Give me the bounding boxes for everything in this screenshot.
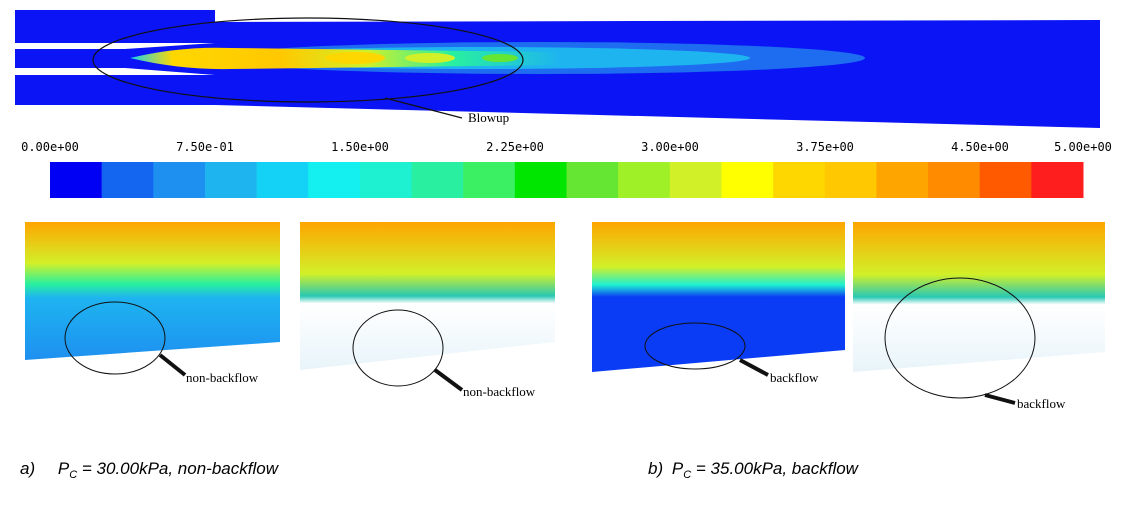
colorbar-swatch	[50, 162, 102, 198]
caption-text: = 35.00kPa, backflow	[691, 459, 860, 478]
colorbar-swatch	[463, 162, 515, 198]
colorbar-swatch	[257, 162, 309, 198]
panel-b-callout: non-backflow	[463, 384, 536, 399]
panel-d-callout: backflow	[1017, 396, 1066, 411]
caption-b: b) PC = 35.00kPa, backflow	[648, 459, 860, 481]
caption-label: b)	[648, 459, 663, 478]
colorbar-swatch	[618, 162, 670, 198]
colorbar-swatch	[515, 162, 567, 198]
panel-c-callout: backflow	[770, 370, 819, 385]
colorbar-label: 3.75e+00	[796, 140, 854, 154]
panel-d-vectors	[853, 222, 1105, 403]
panel-a-callout: non-backflow	[186, 370, 259, 385]
caption-subscript: C	[683, 469, 691, 481]
panel-a-contour	[25, 222, 280, 375]
colorbar-label: 2.25e+00	[486, 140, 544, 154]
figure: Blowup 0.00e+00 7.50e-01 1.50e+00 2.25e+00 3…	[0, 0, 1126, 506]
colorbar-swatch	[308, 162, 360, 198]
colorbar-swatch	[670, 162, 722, 198]
caption-symbol: P	[58, 459, 70, 478]
caption-a: a) PC = 30.00kPa, non-backflow	[20, 459, 280, 481]
caption-symbol: P	[672, 459, 684, 478]
nozzle-contour	[15, 10, 1100, 128]
caption-text: = 30.00kPa, non-backflow	[77, 459, 280, 478]
colorbar-label: 0.00e+00	[21, 140, 79, 154]
colorbar-swatch	[980, 162, 1032, 198]
colorbar-swatch	[205, 162, 257, 198]
caption-subscript: C	[69, 469, 77, 481]
colorbar-swatch	[1031, 162, 1083, 198]
colorbar-label: 7.50e-01	[176, 140, 234, 154]
colorbar-label: 1.50e+00	[331, 140, 389, 154]
colorbar-label: 4.50e+00	[951, 140, 1009, 154]
colorbar-swatch	[721, 162, 773, 198]
colorbar-swatch	[102, 162, 154, 198]
colorbar-swatch	[825, 162, 877, 198]
colorbar-swatch	[773, 162, 825, 198]
colorbar-label: 5.00e+00	[1054, 140, 1112, 154]
colorbar-labels: 0.00e+00 7.50e-01 1.50e+00 2.25e+00 3.00e+00…	[21, 140, 1112, 154]
panel-c-contour	[592, 222, 845, 375]
colorbar-swatch	[412, 162, 464, 198]
colorbar-swatch	[928, 162, 980, 198]
colorbar	[50, 162, 1084, 198]
colorbar-label: 3.00e+00	[641, 140, 699, 154]
caption-label: a)	[20, 459, 35, 478]
colorbar-swatch	[567, 162, 619, 198]
colorbar-swatch	[360, 162, 412, 198]
panel-a-vectors	[300, 222, 555, 390]
colorbar-swatch	[153, 162, 205, 198]
colorbar-swatch	[876, 162, 928, 198]
blowup-label: Blowup	[468, 110, 509, 125]
